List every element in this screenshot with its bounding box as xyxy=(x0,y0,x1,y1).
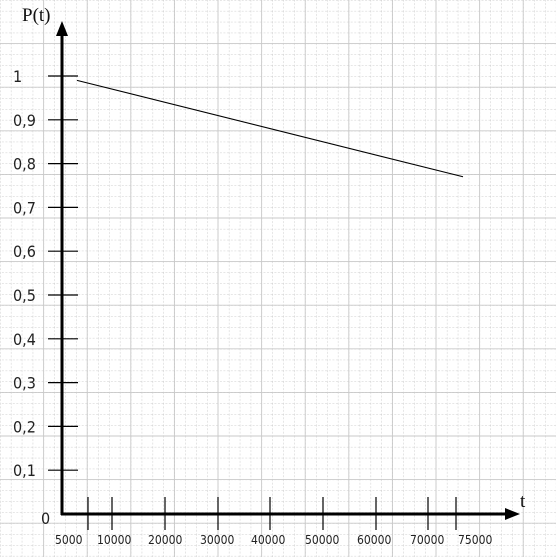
x-tick-label: 75000 xyxy=(458,533,492,547)
y-tick-label: 0,2 xyxy=(13,417,36,436)
x-tick-label: 30000 xyxy=(200,533,234,547)
y-tick-label: 0,8 xyxy=(13,155,36,174)
origin-label: 0 xyxy=(41,509,50,528)
y-tick-label: 0,7 xyxy=(13,198,36,217)
y-tick-label: 0,9 xyxy=(13,111,36,130)
x-tick-label: 70000 xyxy=(410,533,444,547)
y-axis-arrow xyxy=(56,21,68,36)
x-tick-label: 20000 xyxy=(148,533,182,547)
x-tick-label: 60000 xyxy=(357,533,391,547)
y-tick-label: 0,4 xyxy=(13,330,36,349)
axes xyxy=(56,21,520,520)
y-tick-label: 1 xyxy=(13,67,22,86)
tick-labels: 0,1 0,2 0,3 0,4 0,5 0,6 0,7 0,8 0,9 1 5000 10000 200… xyxy=(13,67,492,547)
x-tick-label: 40000 xyxy=(251,533,285,547)
y-axis-label: P(t) xyxy=(22,5,51,26)
x-axis-arrow xyxy=(505,508,520,520)
x-tick-label: 50000 xyxy=(305,533,339,547)
series-line xyxy=(76,79,464,178)
y-tick-label: 0,1 xyxy=(13,461,36,480)
series-layer xyxy=(76,79,464,178)
x-axis-label: t xyxy=(520,491,526,512)
y-tick-label: 0,5 xyxy=(13,286,36,305)
x-tick-label: 10000 xyxy=(97,533,131,547)
y-tick-label: 0,6 xyxy=(13,242,36,261)
y-tick-label: 0,3 xyxy=(13,374,36,393)
x-tick-label: 5000 xyxy=(55,533,83,547)
